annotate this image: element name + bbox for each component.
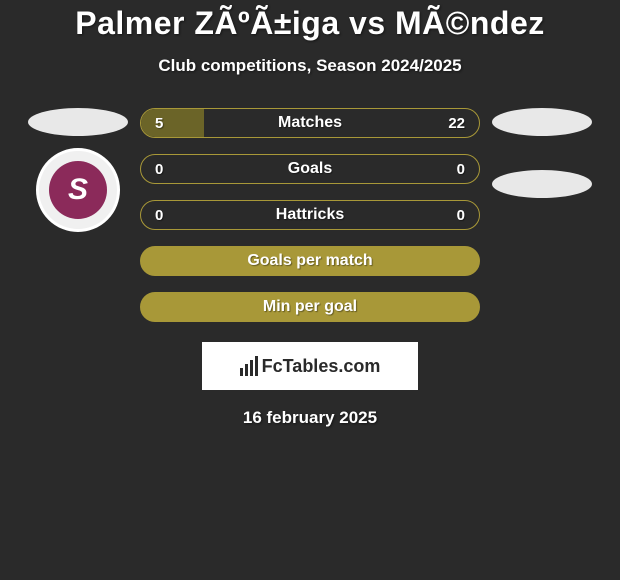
- stat-bar: Goals per match: [140, 246, 480, 276]
- player-left-placeholder: [28, 108, 128, 136]
- stat-value-left: 0: [155, 161, 163, 178]
- left-player-col: S: [28, 108, 128, 232]
- stat-label: Goals: [288, 160, 332, 178]
- page-title: Palmer ZÃºÃ±iga vs MÃ©ndez: [0, 5, 620, 42]
- stats-bars: 5 22 Matches 0 0 Goals 0 0 Hattricks Goals per ma…: [140, 108, 480, 322]
- stat-label: Hattricks: [276, 206, 344, 224]
- subtitle: Club competitions, Season 2024/2025: [0, 56, 620, 76]
- comparison-row: S 5 22 Matches 0 0 Goals 0 0 Hattricks Goals per …: [0, 108, 620, 322]
- brand-text: FcTables.com: [262, 356, 381, 377]
- player-right-placeholder-1: [492, 108, 592, 136]
- stat-label: Min per goal: [263, 298, 357, 316]
- right-player-col: [492, 108, 592, 198]
- club-letter: S: [68, 173, 88, 207]
- date-label: 16 february 2025: [0, 408, 620, 428]
- stat-value-right: 22: [448, 115, 465, 132]
- stat-bar: Min per goal: [140, 292, 480, 322]
- stat-value-right: 0: [457, 161, 465, 178]
- player-right-placeholder-2: [492, 170, 592, 198]
- stat-label: Matches: [278, 114, 342, 132]
- stat-value-left: 0: [155, 207, 163, 224]
- stat-bar: 0 0 Goals: [140, 154, 480, 184]
- chart-icon: [240, 356, 258, 376]
- stat-bar: 0 0 Hattricks: [140, 200, 480, 230]
- bar-fill-left: [141, 109, 204, 137]
- comparison-container: Palmer ZÃºÃ±iga vs MÃ©ndez Club competit…: [0, 0, 620, 428]
- stat-bar: 5 22 Matches: [140, 108, 480, 138]
- stat-label: Goals per match: [247, 252, 372, 270]
- club-badge-left[interactable]: S: [36, 148, 120, 232]
- brand-box[interactable]: FcTables.com: [202, 342, 418, 390]
- club-badge-inner: S: [49, 161, 107, 219]
- stat-value-left: 5: [155, 115, 163, 132]
- stat-value-right: 0: [457, 207, 465, 224]
